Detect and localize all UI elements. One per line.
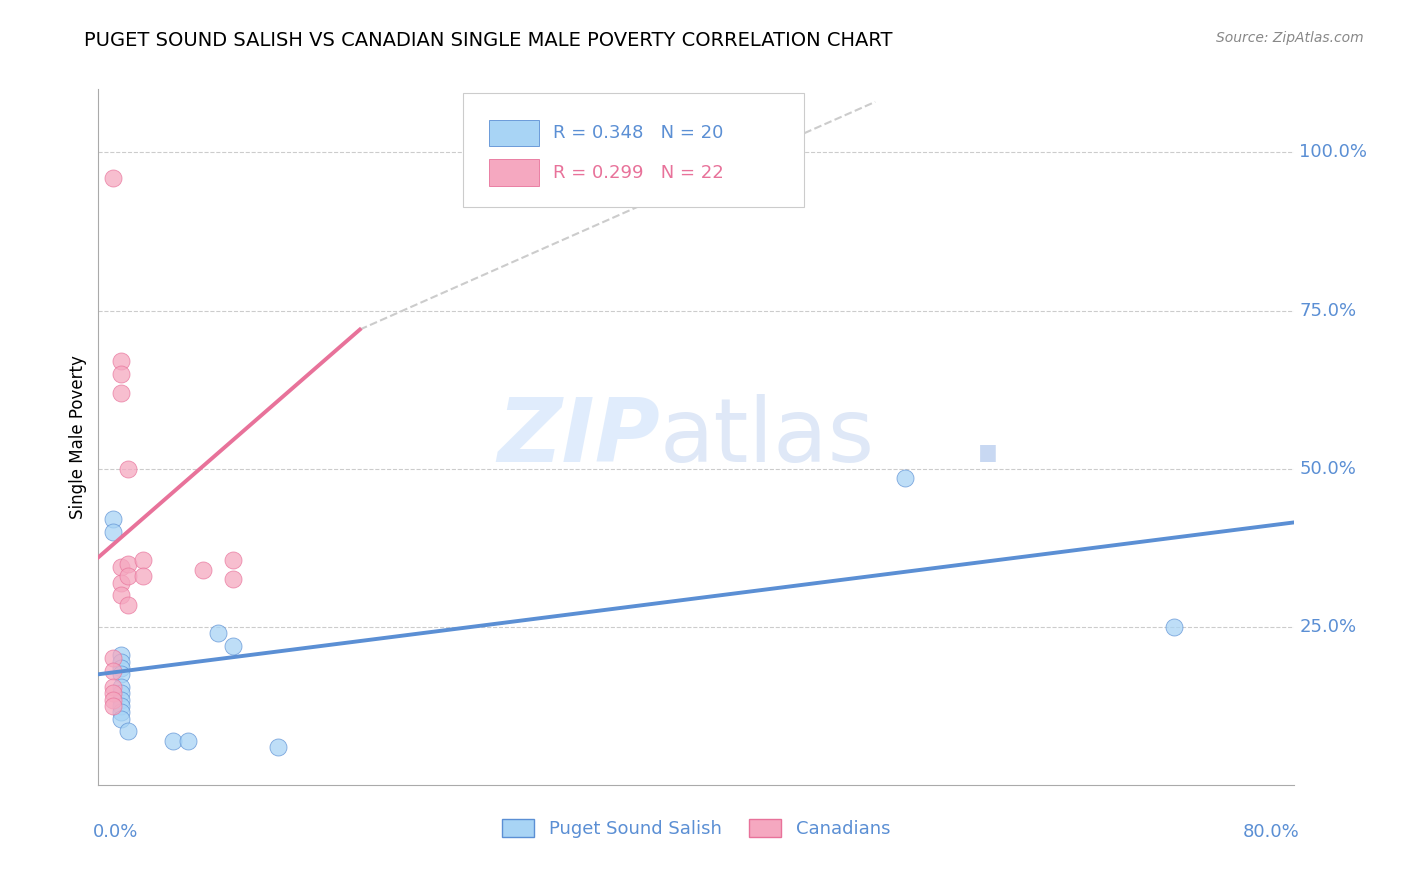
Point — [162, 733, 184, 747]
Text: 25.0%: 25.0% — [1299, 618, 1357, 636]
Point — [103, 692, 125, 706]
Point — [110, 559, 132, 574]
Point — [110, 698, 132, 713]
Point — [103, 524, 125, 539]
Point — [103, 698, 125, 713]
Bar — [489, 160, 540, 186]
FancyBboxPatch shape — [463, 93, 804, 208]
Text: ZIP: ZIP — [498, 393, 661, 481]
Text: .: . — [972, 393, 1005, 481]
Point — [117, 598, 139, 612]
Point — [110, 354, 132, 368]
Y-axis label: Single Male Poverty: Single Male Poverty — [69, 355, 87, 519]
Text: 0.0%: 0.0% — [93, 823, 138, 841]
Point — [117, 557, 139, 571]
Point — [110, 367, 132, 381]
Point — [110, 680, 132, 694]
Point — [110, 661, 132, 675]
Point — [110, 648, 132, 663]
Text: R = 0.299   N = 22: R = 0.299 N = 22 — [553, 164, 723, 182]
Point — [110, 692, 132, 706]
Point — [103, 664, 125, 678]
Point — [110, 667, 132, 681]
Bar — [489, 120, 540, 146]
Point — [110, 712, 132, 726]
Text: 75.0%: 75.0% — [1299, 301, 1357, 319]
Point — [267, 739, 290, 754]
Point — [191, 563, 214, 577]
Point — [103, 680, 125, 694]
Point — [103, 686, 125, 700]
Point — [222, 573, 245, 587]
Text: Source: ZipAtlas.com: Source: ZipAtlas.com — [1216, 31, 1364, 45]
Text: 80.0%: 80.0% — [1243, 823, 1299, 841]
Text: PUGET SOUND SALISH VS CANADIAN SINGLE MALE POVERTY CORRELATION CHART: PUGET SOUND SALISH VS CANADIAN SINGLE MA… — [84, 31, 893, 50]
Point — [117, 461, 139, 475]
Point — [1163, 620, 1185, 634]
Point — [103, 170, 125, 185]
Point — [222, 553, 245, 567]
Point — [894, 471, 917, 485]
Point — [110, 385, 132, 400]
Text: 50.0%: 50.0% — [1299, 459, 1357, 478]
Point — [117, 569, 139, 583]
Text: atlas: atlas — [661, 393, 876, 481]
Point — [132, 569, 155, 583]
Point — [110, 705, 132, 719]
Point — [103, 512, 125, 526]
Text: R = 0.348   N = 20: R = 0.348 N = 20 — [553, 124, 723, 142]
Point — [110, 588, 132, 602]
Point — [207, 626, 229, 640]
Point — [177, 733, 200, 747]
Point — [110, 686, 132, 700]
Point — [132, 553, 155, 567]
Legend: Puget Sound Salish, Canadians: Puget Sound Salish, Canadians — [495, 812, 897, 846]
Point — [103, 651, 125, 665]
Point — [222, 639, 245, 653]
Point — [110, 655, 132, 669]
Point — [117, 724, 139, 739]
Point — [110, 575, 132, 590]
Text: 100.0%: 100.0% — [1299, 144, 1368, 161]
